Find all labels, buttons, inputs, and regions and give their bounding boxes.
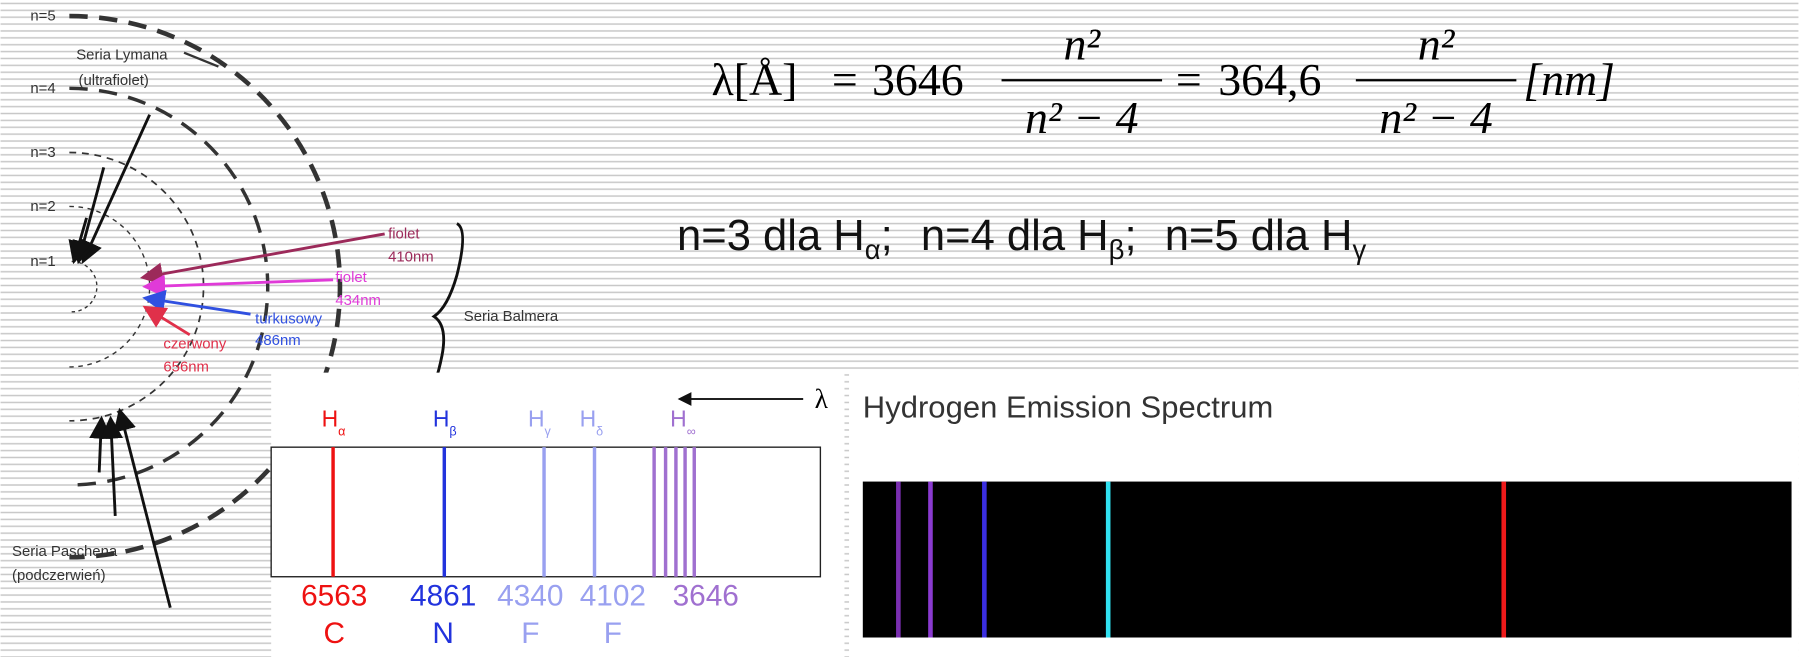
line-name: fiolet — [335, 270, 367, 286]
formula-constant: 3646 — [872, 54, 964, 105]
line-wavelength: 434nm — [335, 293, 381, 309]
fraunhofer-letter: C — [323, 617, 345, 650]
formula-unit: [nm] — [1523, 54, 1615, 105]
line-name: fiolet — [388, 226, 420, 242]
series-label: (ultrafiolet) — [79, 73, 149, 89]
line-wavelength: 486nm — [255, 333, 301, 349]
wavelength: 6563 — [301, 579, 367, 612]
wavelength: 3646 — [673, 579, 739, 612]
line-symbol: Hβ — [433, 406, 457, 439]
line-name: czerwony — [163, 337, 226, 353]
line-symbol: H∞ — [670, 406, 696, 439]
text-part: H — [580, 406, 597, 432]
emission-title: Hydrogen Emission Spectrum — [863, 389, 1273, 424]
text-part: H — [670, 406, 687, 432]
orbit — [69, 151, 205, 422]
bohr-diagram: n=5 n=4 n=3 n=2 n=1 Seria Lymana (ultraf… — [12, 9, 559, 609]
note: n=3 dla H — [677, 212, 865, 260]
line-symbol: Hδ — [580, 406, 604, 439]
level-label: n=1 — [30, 254, 55, 270]
series-label: (podczerwień) — [12, 568, 106, 584]
series-label: Seria Balmera — [464, 309, 559, 325]
text-part: H — [322, 406, 339, 432]
text-part: γ — [545, 425, 552, 439]
note-sub: γ — [1352, 234, 1366, 265]
line-name: turkusowy — [255, 311, 323, 327]
formula-denominator: n² − 4 — [1379, 92, 1492, 143]
line-wavelength: 410nm — [388, 249, 434, 265]
text-part: H — [528, 406, 545, 432]
note-separator: ; — [1124, 212, 1136, 260]
wavelength: 4340 — [497, 579, 563, 612]
text-part: β — [449, 425, 456, 439]
note-sub: β — [1109, 234, 1125, 265]
wavelength: 4102 — [580, 579, 646, 612]
orbit — [69, 13, 343, 560]
formula-numerator: n² — [1063, 19, 1101, 70]
line-wavelength: 656nm — [163, 359, 209, 375]
formula-lhs: λ[Å] — [711, 54, 797, 105]
orbit — [69, 86, 270, 487]
level-label: n=3 — [30, 145, 55, 161]
fraunhofer-letter: F — [604, 617, 622, 650]
fraunhofer-letter: F — [521, 617, 539, 650]
spectrum: λ Hα Hβ Hγ Hδ H∞ 6563 4861 4340 4102 364… — [270, 372, 845, 657]
formula-constant: 364,6 — [1218, 54, 1321, 105]
text-part: α — [338, 425, 345, 439]
text-part: ∞ — [687, 425, 696, 439]
note-separator: ; — [881, 212, 893, 260]
formula-numerator: n² — [1418, 19, 1456, 70]
note: n=4 dla H — [921, 212, 1109, 260]
note-line: n=3 dla Hα; n=4 dla Hβ; n=5 dla Hγ — [677, 212, 1366, 265]
axis-label: λ — [815, 383, 829, 414]
formula-equals: = — [1176, 54, 1202, 105]
fraunhofer-letter: N — [432, 617, 454, 650]
line-symbol: Hγ — [528, 406, 552, 439]
emission-spectrum: Hydrogen Emission Spectrum — [849, 372, 1799, 657]
text-part: H — [433, 406, 450, 432]
series-label: Seria Lymana — [76, 48, 168, 64]
note-sub: α — [865, 234, 881, 265]
wavelength: 4861 — [410, 579, 476, 612]
series-label: Seria Paschena — [12, 544, 118, 560]
formula-equals: = — [832, 54, 858, 105]
level-label: n=2 — [30, 199, 55, 215]
formula: λ[Å] = 3646 n² n² − 4 = 364,6 n² n² − 4 … — [711, 19, 1615, 143]
formula-denominator: n² − 4 — [1025, 92, 1138, 143]
level-label: n=5 — [30, 9, 55, 25]
text-part: δ — [596, 425, 603, 439]
note: n=5 dla H — [1165, 212, 1353, 260]
line-symbol: Hα — [322, 406, 346, 439]
level-label: n=4 — [30, 81, 55, 97]
